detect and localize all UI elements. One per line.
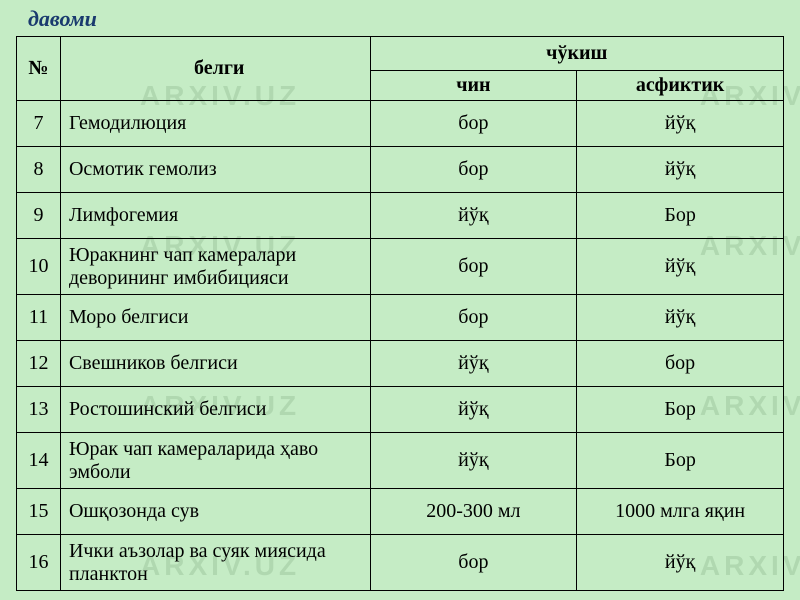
cell-number: 14 [17,433,61,489]
table-row: 12Свешников белгисийўқбор [17,341,784,387]
cell-chin: 200-300 мл [370,489,577,535]
cell-sign: Ички аъзолар ва суяк миясида планктон [60,535,370,591]
cell-sign: Юрак чап камераларида ҳаво эмболи [60,433,370,489]
cell-asfiktik: йўқ [577,535,784,591]
page-title: давоми [0,0,800,36]
table-row: 10Юракнинг чап камералари деворининг имб… [17,239,784,295]
drowning-signs-table: № белги чўкиш чин асфиктик 7Гемодилюцияб… [16,36,784,591]
cell-asfiktik: йўқ [577,295,784,341]
cell-sign: Гемодилюция [60,101,370,147]
table-body: 7Гемодилюцияборйўқ8Осмотик гемолизборйўқ… [17,101,784,591]
cell-number: 8 [17,147,61,193]
cell-number: 13 [17,387,61,433]
cell-asfiktik: Бор [577,433,784,489]
cell-chin: бор [370,295,577,341]
header-chin: чин [370,71,577,101]
cell-sign: Моро белгиси [60,295,370,341]
cell-sign: Лимфогемия [60,193,370,239]
cell-chin: йўқ [370,193,577,239]
cell-sign: Ростошинский белгиси [60,387,370,433]
cell-asfiktik: Бор [577,387,784,433]
cell-asfiktik: йўқ [577,239,784,295]
cell-sign: Ошқозонда сув [60,489,370,535]
cell-chin: йўқ [370,341,577,387]
cell-chin: бор [370,239,577,295]
cell-chin: йўқ [370,433,577,489]
cell-number: 7 [17,101,61,147]
cell-asfiktik: Бор [577,193,784,239]
table-row: 14Юрак чап камераларида ҳаво эмболийўқБо… [17,433,784,489]
cell-asfiktik: 1000 млга яқин [577,489,784,535]
cell-chin: бор [370,101,577,147]
table-row: 8Осмотик гемолизборйўқ [17,147,784,193]
table-row: 11Моро белгисиборйўқ [17,295,784,341]
cell-chin: йўқ [370,387,577,433]
table-row: 16Ички аъзолар ва суяк миясида планктонб… [17,535,784,591]
header-group: чўкиш [370,37,783,71]
header-asfiktik: асфиктик [577,71,784,101]
cell-number: 16 [17,535,61,591]
header-number: № [17,37,61,101]
cell-number: 10 [17,239,61,295]
table-row: 9ЛимфогемияйўқБор [17,193,784,239]
cell-asfiktik: йўқ [577,101,784,147]
cell-chin: бор [370,535,577,591]
cell-sign: Осмотик гемолиз [60,147,370,193]
cell-sign: Свешников белгиси [60,341,370,387]
header-sign: белги [60,37,370,101]
table-header-row-1: № белги чўкиш [17,37,784,71]
table-row: 13Ростошинский белгисийўқБор [17,387,784,433]
table-row: 7Гемодилюцияборйўқ [17,101,784,147]
cell-asfiktik: бор [577,341,784,387]
cell-number: 11 [17,295,61,341]
cell-number: 12 [17,341,61,387]
cell-chin: бор [370,147,577,193]
table-row: 15Ошқозонда сув200-300 мл1000 млга яқин [17,489,784,535]
cell-asfiktik: йўқ [577,147,784,193]
cell-sign: Юракнинг чап камералари деворининг имбиб… [60,239,370,295]
cell-number: 15 [17,489,61,535]
cell-number: 9 [17,193,61,239]
